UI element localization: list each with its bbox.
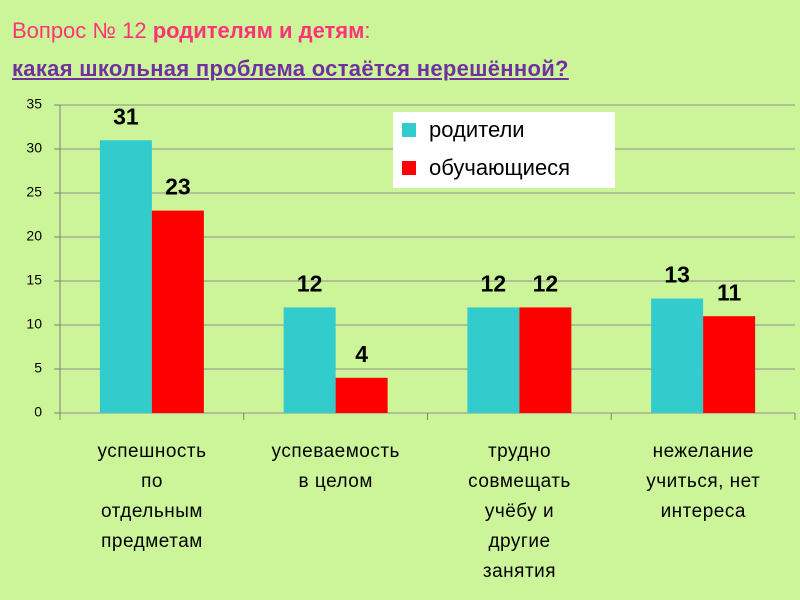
bar bbox=[703, 316, 756, 413]
data-label: 13 bbox=[664, 262, 690, 288]
bar bbox=[99, 140, 152, 413]
data-label: 12 bbox=[533, 270, 559, 296]
bar bbox=[335, 377, 388, 413]
x-tick-label: трудно совмещать учёбу и другие занятия bbox=[468, 441, 571, 582]
data-label: 12 bbox=[297, 270, 323, 296]
legend-label: родители bbox=[429, 117, 525, 142]
y-tick-label: 0 bbox=[34, 404, 42, 420]
legend-label: обучающиеся bbox=[429, 155, 570, 180]
y-tick-label: 35 bbox=[26, 96, 42, 112]
y-tick-label: 30 bbox=[26, 140, 42, 156]
data-label: 31 bbox=[113, 103, 139, 129]
chart-subtitle: какая школьная проблема остаётся нерешён… bbox=[12, 56, 569, 81]
data-label: 11 bbox=[717, 279, 742, 305]
title-part: родителям и детям bbox=[152, 18, 365, 43]
bar bbox=[283, 307, 336, 413]
title-part: Вопрос № 12 bbox=[12, 18, 153, 43]
data-label: 12 bbox=[481, 270, 507, 296]
y-tick-label: 5 bbox=[34, 360, 42, 376]
chart-title: Вопрос № 12 родителям и детям: bbox=[12, 18, 371, 44]
y-tick-label: 15 bbox=[26, 272, 42, 288]
bar bbox=[519, 307, 572, 413]
bar bbox=[467, 307, 520, 413]
legend-box bbox=[393, 112, 615, 188]
bar bbox=[651, 298, 704, 413]
data-label: 4 bbox=[355, 341, 368, 367]
y-tick-label: 10 bbox=[26, 316, 42, 332]
data-label: 23 bbox=[165, 174, 191, 200]
legend-swatch bbox=[402, 123, 416, 137]
x-tick-label: успеваемость в целом bbox=[271, 441, 400, 492]
y-tick-label: 20 bbox=[26, 228, 42, 244]
y-tick-label: 25 bbox=[26, 184, 42, 200]
bar bbox=[151, 210, 204, 413]
title-part: : bbox=[364, 18, 371, 43]
legend-swatch bbox=[402, 161, 416, 175]
x-tick-label: успешность по отдельным предметам bbox=[97, 441, 207, 552]
x-tick-label: нежелание учиться, нет интереса bbox=[646, 441, 761, 522]
